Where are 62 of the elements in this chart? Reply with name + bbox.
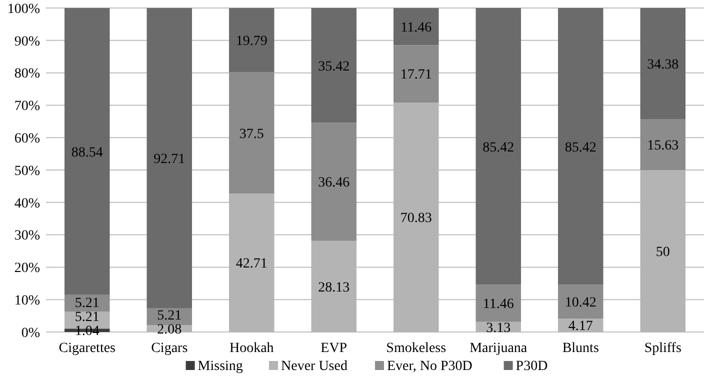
data-label: 11.46 [400,20,432,36]
bar [558,284,604,318]
y-tick-label: 100% [7,2,40,17]
x-tick-label: EVP [320,341,348,356]
y-tick-label: 0% [21,326,40,341]
bar [558,8,604,285]
data-label: 17.71 [400,68,432,83]
data-label: 85.42 [482,140,514,156]
data-label: 35.42 [318,59,350,74]
y-tick-label: 60% [14,132,40,147]
data-label: 88.54 [71,145,103,160]
x-tick-label: Spliffs [644,341,682,356]
y-tick-label: 80% [14,66,40,82]
data-label: 15.63 [647,138,679,154]
data-label: 4.17 [568,319,593,334]
bar [476,284,521,322]
data-label: 85.42 [564,140,596,156]
data-label: 11.46 [482,297,514,312]
data-label: 19.79 [236,34,268,49]
bar [394,45,439,103]
data-label: 70.83 [400,211,432,226]
bar [229,8,274,72]
data-label: 5.21 [157,308,182,324]
legend-label: Missing [198,359,243,374]
legend-label: Never Used [281,359,348,374]
y-tick-label: 90% [14,34,40,50]
bar [640,8,686,120]
legend-label: Ever, No P30D [387,359,472,374]
bar [146,8,192,308]
bar [311,122,356,241]
bar [640,119,686,170]
bar [311,8,356,123]
x-tick-label: Hookah [229,341,274,356]
y-tick-label: 40% [14,196,40,212]
bar [229,72,274,194]
data-label: 36.46 [318,176,350,191]
data-label: 37.5 [239,126,264,142]
y-tick-label: 10% [14,294,40,309]
data-label: 34.38 [647,58,679,73]
data-label: 5.21 [74,310,100,326]
y-tick-label: 70% [14,99,40,114]
data-label: 3.13 [486,320,511,336]
data-label: 10.42 [564,296,596,311]
data-label: 2.08 [157,322,182,338]
legend-label: P30D [516,359,548,374]
y-tick-label: 20% [14,261,40,276]
data-label: 5.21 [74,296,100,312]
data-label: 92.71 [154,152,186,168]
bar [476,8,521,285]
y-tick-label: 30% [14,228,40,244]
x-tick-label: Cigars [151,341,188,356]
data-label: 42.71 [236,256,268,272]
x-tick-label: Marijuana [470,341,528,356]
data-label: 1.04 [74,324,100,340]
bar [64,8,110,295]
data-label: 50 [656,244,670,260]
x-tick-label: Smokeless [386,341,446,356]
x-tick-label: Cigarettes [58,341,116,356]
bar [394,8,439,46]
y-tick-label: 50% [14,164,40,179]
x-tick-label: Blunts [562,341,599,356]
data-label: 28.13 [318,280,350,296]
